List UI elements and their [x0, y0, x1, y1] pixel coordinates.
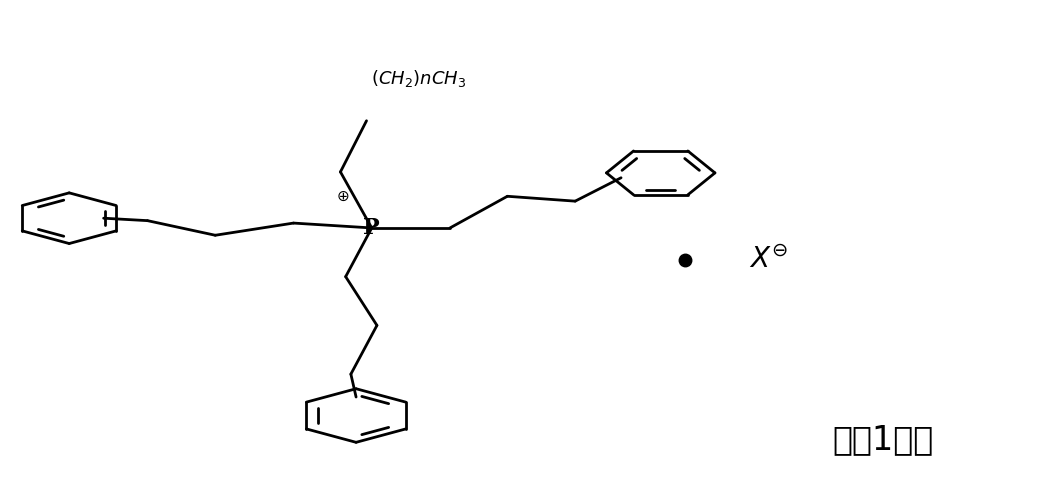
Text: $\oplus$: $\oplus$: [336, 189, 349, 204]
Text: $(CH_2)nCH_3$: $(CH_2)nCH_3$: [371, 68, 467, 89]
Text: $X^{\ominus}$: $X^{\ominus}$: [749, 245, 788, 273]
Text: 式（1），: 式（1），: [833, 423, 933, 456]
Text: P: P: [363, 217, 380, 239]
